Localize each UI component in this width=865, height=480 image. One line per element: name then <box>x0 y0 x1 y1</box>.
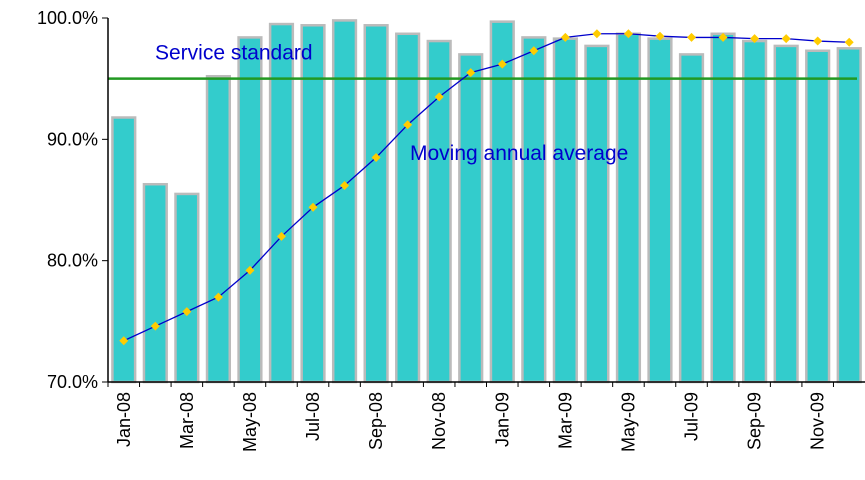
marker <box>340 180 350 190</box>
x-tick-label: Mar-09 <box>555 392 575 449</box>
bar <box>142 182 168 384</box>
bar <box>773 44 799 384</box>
marker <box>655 31 665 41</box>
marker <box>119 336 129 346</box>
reference-label: Service standard <box>155 42 313 65</box>
marker <box>529 46 539 56</box>
bar <box>331 19 358 384</box>
marker <box>150 321 160 331</box>
bar <box>805 49 831 384</box>
x-tick-label: Jan-08 <box>114 392 134 447</box>
x-tick-label: Jul-08 <box>303 392 323 441</box>
y-tick-label: 80.0% <box>47 251 98 271</box>
marker <box>687 32 697 42</box>
bar <box>174 192 200 384</box>
bar <box>741 39 768 384</box>
marker <box>434 92 444 102</box>
x-tick-label: Jan-09 <box>492 392 512 447</box>
marker <box>308 202 318 212</box>
bar <box>205 74 232 384</box>
marker <box>844 37 854 47</box>
x-tick-label: Mar-08 <box>177 392 197 449</box>
bar <box>584 44 610 384</box>
marker <box>213 292 223 302</box>
marker <box>781 34 791 44</box>
y-tick-label: 90.0% <box>47 129 98 149</box>
marker <box>466 68 476 78</box>
bar <box>678 53 705 384</box>
bar <box>710 32 736 384</box>
marker <box>623 29 633 39</box>
marker <box>560 32 570 42</box>
marker <box>371 153 381 163</box>
bar <box>836 47 862 384</box>
y-tick-label: 100.0% <box>37 8 98 28</box>
marker <box>750 34 760 44</box>
bar <box>647 37 673 384</box>
x-tick-label: Sep-08 <box>366 392 386 450</box>
x-tick-label: Nov-08 <box>429 392 449 450</box>
marker <box>276 231 286 241</box>
x-tick-label: Sep-09 <box>745 392 765 450</box>
series-label: Moving annual average <box>410 142 628 165</box>
marker <box>182 307 192 317</box>
y-tick-label: 70.0% <box>47 372 98 392</box>
bar <box>237 36 263 384</box>
marker <box>403 120 413 130</box>
marker <box>497 59 507 69</box>
bar <box>552 37 578 384</box>
bar <box>395 32 421 384</box>
marker <box>718 32 728 42</box>
marker <box>592 29 602 39</box>
marker <box>245 265 255 275</box>
bar <box>615 32 642 384</box>
bar <box>521 36 547 384</box>
x-tick-label: Nov-09 <box>808 392 828 450</box>
bar <box>489 20 515 384</box>
marker <box>813 36 823 46</box>
x-tick-label: Jul-09 <box>682 392 702 441</box>
bar <box>426 39 452 384</box>
series-line <box>123 33 850 342</box>
bar <box>458 53 484 384</box>
x-tick-label: May-09 <box>618 392 638 452</box>
x-tick-label: May-08 <box>240 392 260 452</box>
